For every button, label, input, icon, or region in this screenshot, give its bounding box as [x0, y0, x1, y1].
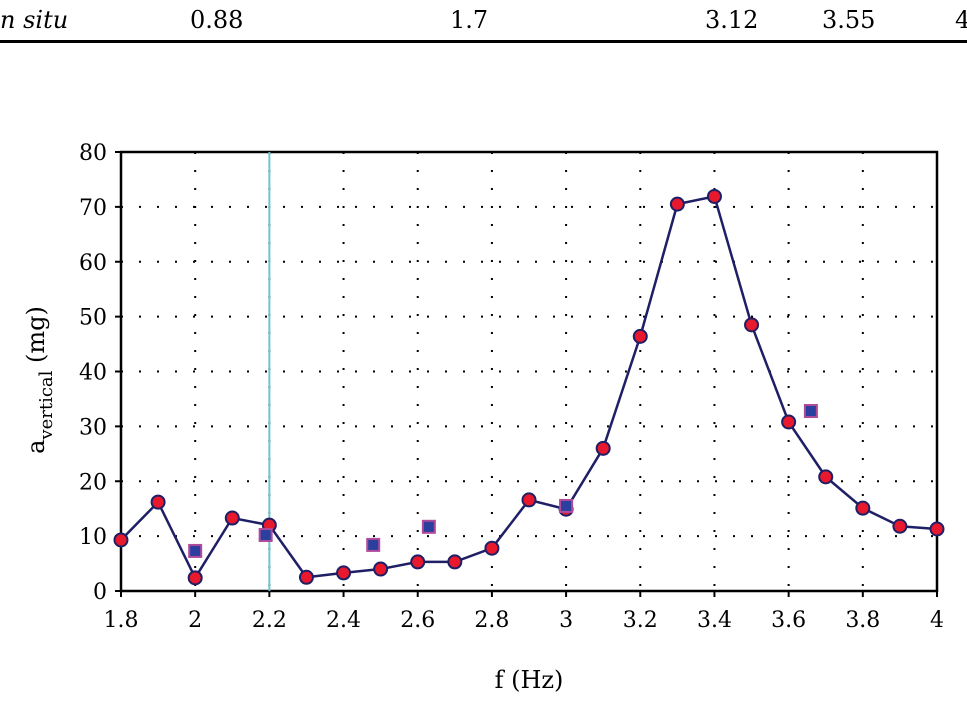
row-label: n situ [0, 6, 69, 34]
x-tick-label: 2.2 [252, 608, 287, 633]
data-point-circle [706, 188, 722, 204]
x-tick-label: 4 [930, 608, 944, 633]
table-row-in-situ: n situ 0.88 1.7 3.12 3.55 4 [0, 0, 967, 43]
data-point-circle [447, 554, 463, 570]
row-value: 0.88 [190, 6, 244, 34]
x-tick-label: 2.8 [474, 608, 509, 633]
x-tick-label: 3.8 [845, 608, 880, 633]
x-tick-label: 2.4 [326, 608, 361, 633]
row-value: 4 [955, 6, 967, 34]
data-point-circle [484, 540, 500, 556]
plot-frame [119, 150, 939, 593]
y-tick-label: 40 [79, 361, 107, 386]
y-tick-label: 10 [79, 525, 107, 550]
data-point-circle [855, 500, 871, 516]
row-value: 1.7 [450, 6, 489, 34]
data-point-circle [818, 469, 834, 485]
data-point-circle [410, 554, 426, 570]
data-point-circle [781, 414, 797, 430]
row-value: 3.12 [705, 6, 759, 34]
y-tick-label: 80 [79, 141, 107, 166]
y-tick-label: 70 [79, 196, 107, 221]
data-point-circle [224, 510, 240, 526]
data-point-circle [150, 494, 166, 510]
x-tick-label: 3.4 [697, 608, 732, 633]
data-point-circle [336, 565, 352, 581]
x-tick-label: 3.2 [623, 608, 658, 633]
data-point-circle [929, 521, 945, 537]
row-value: 3.55 [822, 6, 876, 34]
data-point-circle [373, 561, 389, 577]
y-axis-label: avertical (mg) [22, 306, 57, 454]
data-point-square [559, 498, 574, 513]
y-tick-label: 30 [79, 415, 107, 440]
y-tick-label: 20 [79, 470, 107, 495]
y-tick-label: 50 [79, 306, 107, 331]
series-line [120, 194, 938, 581]
y-label-unit: (mg) [22, 306, 50, 370]
x-tick-label: 3 [559, 608, 573, 633]
data-point-circle [298, 569, 314, 585]
data-point-square [258, 528, 273, 543]
x-tick-label: 2.6 [400, 608, 435, 633]
data-point-circle [892, 518, 908, 534]
data-point-square [421, 519, 436, 534]
data-point-square [803, 404, 818, 419]
y-label-sub: vertical [36, 370, 57, 440]
data-point-circle [744, 317, 760, 333]
y-tick-label: 0 [93, 580, 107, 605]
data-point-circle [521, 492, 537, 508]
data-point-square [366, 537, 381, 552]
y-label-main: a [22, 440, 50, 454]
x-tick-label: 1.8 [104, 608, 139, 633]
x-axis-label: f (Hz) [495, 666, 564, 694]
data-point-circle [632, 328, 648, 344]
y-tick-label: 60 [79, 251, 107, 276]
data-point-circle [595, 440, 611, 456]
data-point-circle [669, 196, 685, 212]
data-point-circle [113, 532, 129, 548]
x-tick-label: 2 [188, 608, 202, 633]
data-point-circle [187, 570, 203, 586]
data-point-square [188, 543, 203, 558]
x-tick-label: 3.6 [771, 608, 806, 633]
